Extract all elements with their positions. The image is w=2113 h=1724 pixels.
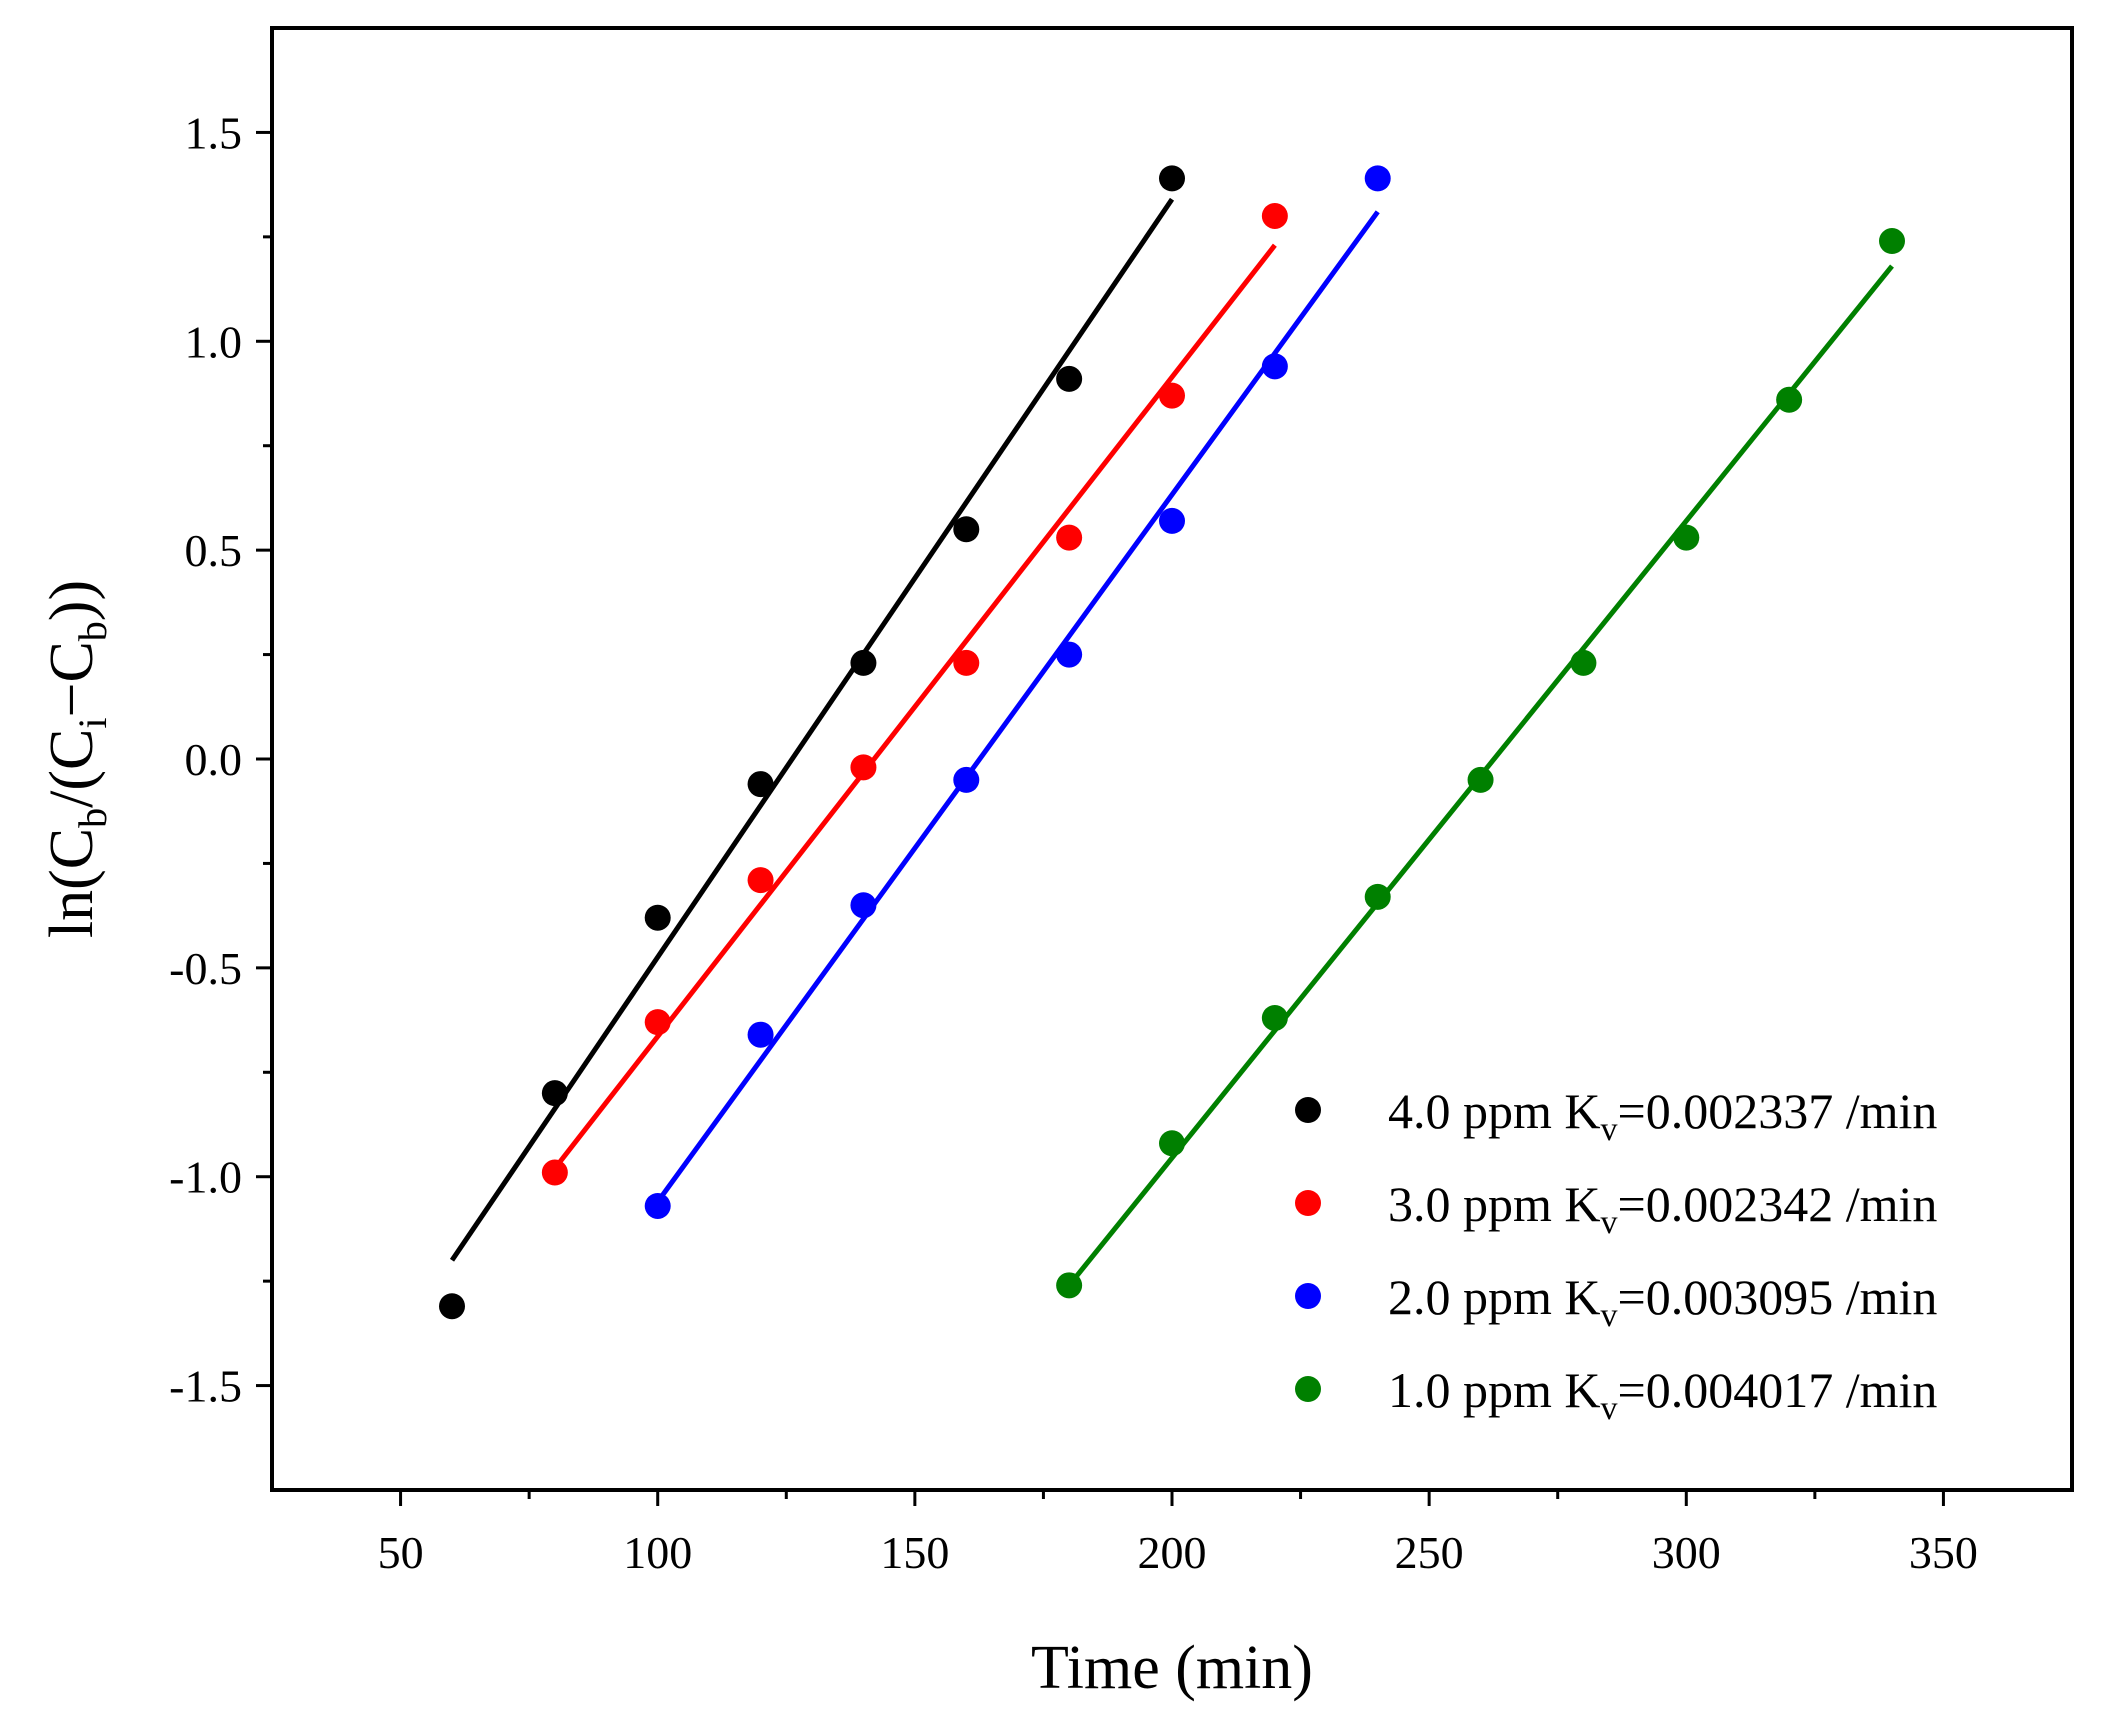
data-point-3-0-ppm bbox=[1056, 524, 1083, 551]
data-point-3-0-ppm bbox=[644, 1009, 671, 1036]
y-tick-label: 0.5 bbox=[185, 525, 243, 576]
data-point-2-0-ppm bbox=[747, 1021, 774, 1048]
data-point-3-0-ppm bbox=[541, 1159, 568, 1186]
legend-label-main: 4.0 ppm K bbox=[1388, 1083, 1601, 1139]
y-tick-label: 0.0 bbox=[185, 734, 243, 785]
legend-label-rest: =0.004017 /min bbox=[1618, 1362, 1938, 1418]
legend-label-sub: v bbox=[1601, 1390, 1618, 1427]
legend-marker-1-0-ppm bbox=[1295, 1376, 1321, 1402]
legend-marker-3-0-ppm bbox=[1295, 1190, 1321, 1216]
fit-line-4-0-ppm bbox=[449, 197, 1175, 1262]
legend-label-4-0-ppm: 4.0 ppm Kv=0.002337 /min bbox=[1388, 1083, 1937, 1148]
legend-label-1-0-ppm: 1.0 ppm Kv=0.004017 /min bbox=[1388, 1362, 1937, 1427]
x-tick-label: 250 bbox=[1395, 1527, 1464, 1578]
data-point-1-0-ppm bbox=[1776, 386, 1803, 413]
data-point-1-0-ppm bbox=[1056, 1272, 1083, 1299]
y-tick-label: -1.5 bbox=[169, 1361, 242, 1412]
data-point-4-0-ppm bbox=[953, 516, 980, 543]
x-axis-title: Time (min) bbox=[1031, 1634, 1313, 1702]
data-point-4-0-ppm bbox=[541, 1080, 568, 1107]
legend-label-3-0-ppm: 3.0 ppm Kv=0.002342 /min bbox=[1388, 1176, 1937, 1241]
legend-label-rest: =0.002342 /min bbox=[1618, 1176, 1938, 1232]
data-point-3-0-ppm bbox=[850, 754, 877, 781]
data-point-2-0-ppm bbox=[1056, 641, 1083, 668]
data-point-4-0-ppm bbox=[439, 1293, 465, 1320]
legend-label-main: 3.0 ppm K bbox=[1388, 1176, 1601, 1232]
legend-marker-4-0-ppm bbox=[1295, 1097, 1321, 1123]
y-tick-label: -0.5 bbox=[169, 943, 242, 994]
y-axis-title-sub1: b bbox=[70, 808, 115, 828]
data-point-4-0-ppm bbox=[1056, 365, 1083, 392]
data-point-1-0-ppm bbox=[1261, 1004, 1288, 1031]
legend-marker-2-0-ppm bbox=[1295, 1283, 1321, 1309]
legend-label-rest: =0.002337 /min bbox=[1618, 1083, 1938, 1139]
data-point-3-0-ppm bbox=[953, 649, 980, 676]
legend-label-sub: v bbox=[1601, 1111, 1618, 1148]
data-points bbox=[439, 165, 1905, 1320]
y-tick-label: 1.0 bbox=[185, 316, 243, 367]
legend-label-sub: v bbox=[1601, 1297, 1618, 1334]
fit-line-2-0-ppm bbox=[655, 210, 1380, 1204]
legend-label-sub: v bbox=[1601, 1204, 1618, 1241]
data-point-4-0-ppm bbox=[850, 649, 877, 676]
data-point-1-0-ppm bbox=[1673, 524, 1700, 551]
x-tick-label: 200 bbox=[1138, 1527, 1207, 1578]
legend-label-main: 2.0 ppm K bbox=[1388, 1269, 1601, 1325]
y-tick-label: 1.5 bbox=[185, 107, 243, 158]
data-point-4-0-ppm bbox=[747, 771, 774, 798]
x-tick-label: 300 bbox=[1652, 1527, 1721, 1578]
y-axis-title-prefix: ln(C bbox=[38, 828, 106, 938]
x-tick-label: 350 bbox=[1909, 1527, 1978, 1578]
x-tick-labels: 50 100 150 200 250 300 350 bbox=[378, 1527, 1978, 1578]
y-tick-labels: -1.5 -1.0 -0.5 0.0 0.5 1.0 1.5 bbox=[169, 107, 242, 1411]
data-point-1-0-ppm bbox=[1364, 883, 1391, 910]
data-point-4-0-ppm bbox=[1159, 165, 1185, 192]
y-axis-title-suffix: )) bbox=[38, 580, 106, 621]
y-axis-title-sub2: i bbox=[70, 718, 115, 729]
legend-label-main: 1.0 ppm K bbox=[1388, 1362, 1601, 1418]
x-tick-label: 100 bbox=[623, 1527, 692, 1578]
data-point-1-0-ppm bbox=[1159, 1130, 1185, 1157]
y-axis-title-mid2: −C bbox=[38, 641, 106, 717]
data-point-3-0-ppm bbox=[1159, 382, 1185, 409]
data-point-2-0-ppm bbox=[1261, 353, 1288, 380]
x-tick-label: 150 bbox=[880, 1527, 949, 1578]
data-point-2-0-ppm bbox=[644, 1192, 671, 1219]
y-axis-title-sub3: b bbox=[70, 621, 115, 641]
data-point-2-0-ppm bbox=[1159, 507, 1185, 534]
x-tick-label: 50 bbox=[378, 1527, 424, 1578]
y-axis-title: ln(Cb/(Ci−Cb)) bbox=[38, 580, 115, 938]
data-point-3-0-ppm bbox=[1261, 202, 1288, 229]
data-point-3-0-ppm bbox=[747, 867, 774, 894]
fit-line-3-0-ppm bbox=[552, 243, 1277, 1170]
data-point-1-0-ppm bbox=[1879, 228, 1905, 255]
data-point-2-0-ppm bbox=[850, 892, 877, 919]
data-point-2-0-ppm bbox=[953, 766, 980, 793]
axis-ticks bbox=[256, 130, 1945, 1506]
legend-label-2-0-ppm: 2.0 ppm Kv=0.003095 /min bbox=[1388, 1269, 1937, 1334]
y-tick-label: -1.0 bbox=[169, 1152, 242, 1203]
data-point-1-0-ppm bbox=[1570, 649, 1597, 676]
y-axis-title-mid: /(C bbox=[38, 729, 106, 808]
data-point-4-0-ppm bbox=[644, 904, 671, 931]
legend-label-rest: =0.003095 /min bbox=[1618, 1269, 1938, 1325]
data-point-2-0-ppm bbox=[1364, 165, 1391, 192]
data-point-1-0-ppm bbox=[1467, 766, 1494, 793]
